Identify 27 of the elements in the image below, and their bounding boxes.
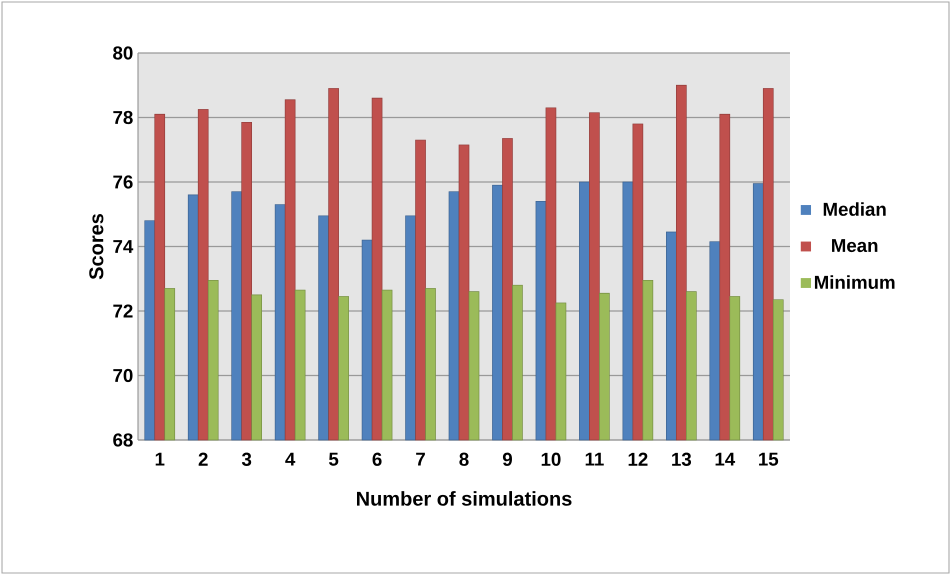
x-tick-label: 4 bbox=[285, 452, 296, 466]
x-tick-label: 5 bbox=[328, 452, 338, 466]
legend-label: Mean bbox=[832, 239, 878, 252]
x-tick-label: 6 bbox=[372, 452, 382, 466]
x-tick-label: 10 bbox=[542, 452, 561, 466]
y-tick-label: 72 bbox=[113, 304, 133, 318]
x-tick-label: 3 bbox=[242, 452, 252, 466]
y-tick-label: 76 bbox=[113, 175, 133, 189]
x-tick-label: 1 bbox=[156, 452, 164, 466]
x-tick-label: 13 bbox=[672, 452, 692, 466]
legend-label: Median bbox=[824, 202, 886, 216]
x-tick-label: 14 bbox=[716, 452, 736, 466]
y-axis-title: Scores bbox=[89, 214, 104, 280]
y-tick-label: 80 bbox=[113, 46, 133, 60]
x-tick-label: 12 bbox=[628, 452, 648, 466]
x-tick-label: 2 bbox=[198, 452, 208, 466]
legend-label: Minimum bbox=[814, 275, 894, 289]
x-tick-label: 15 bbox=[759, 452, 778, 466]
x-tick-label: 11 bbox=[586, 452, 604, 466]
x-tick-label: 9 bbox=[502, 452, 512, 466]
y-tick-label: 78 bbox=[113, 110, 133, 124]
y-tick-label: 70 bbox=[113, 368, 133, 382]
x-axis-title: Number of simulations bbox=[356, 491, 572, 506]
x-tick-label: 8 bbox=[459, 452, 469, 466]
x-tick-label: 7 bbox=[416, 452, 425, 466]
y-tick-label: 68 bbox=[113, 433, 133, 447]
y-tick-label: 74 bbox=[113, 240, 134, 253]
